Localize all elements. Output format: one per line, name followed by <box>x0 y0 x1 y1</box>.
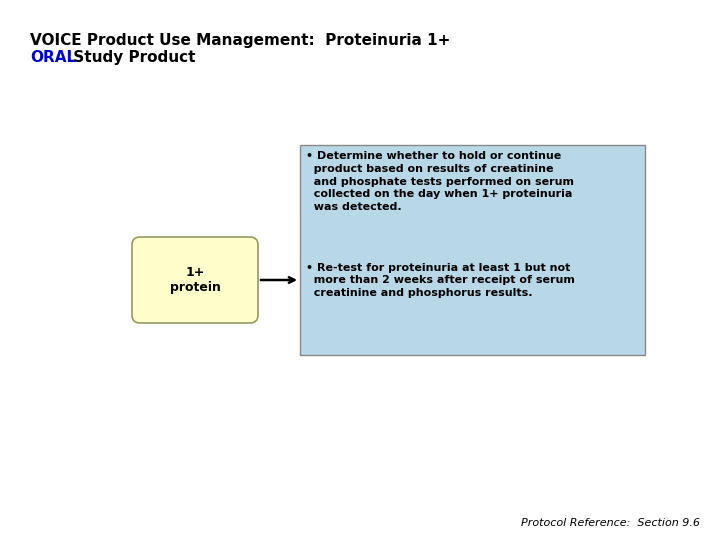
Text: VOICE Product Use Management:  Proteinuria 1+: VOICE Product Use Management: Proteinuri… <box>30 33 451 48</box>
FancyBboxPatch shape <box>132 237 258 323</box>
Text: Protocol Reference:  Section 9.6: Protocol Reference: Section 9.6 <box>521 518 700 528</box>
FancyBboxPatch shape <box>300 145 645 355</box>
Text: Study Product: Study Product <box>68 50 196 65</box>
Text: • Re-test for proteinuria at least 1 but not
  more than 2 weeks after receipt o: • Re-test for proteinuria at least 1 but… <box>306 262 575 298</box>
Text: ORAL: ORAL <box>30 50 76 65</box>
Text: • Determine whether to hold or continue
  product based on results of creatinine: • Determine whether to hold or continue … <box>306 151 574 212</box>
Text: 1+
protein: 1+ protein <box>170 266 220 294</box>
